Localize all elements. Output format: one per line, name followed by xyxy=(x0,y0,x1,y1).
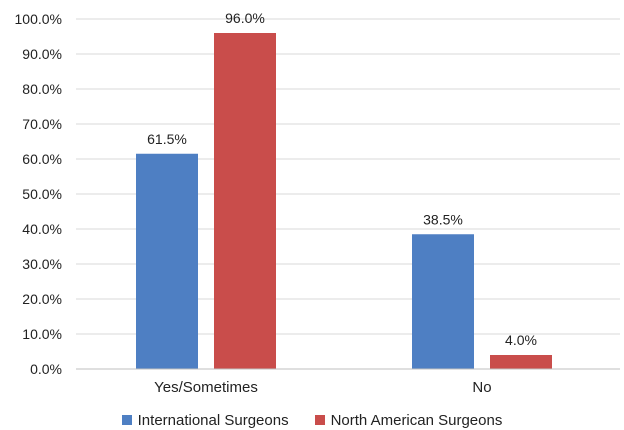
y-tick-label: 80.0% xyxy=(22,81,62,97)
y-tick-label: 60.0% xyxy=(22,151,62,167)
data-label: 96.0% xyxy=(225,10,265,26)
x-category-label: No xyxy=(472,379,491,396)
legend-label-international: International Surgeons xyxy=(137,411,289,429)
bar-north-american-yes-sometimes xyxy=(214,33,276,369)
legend: International Surgeons North American Su… xyxy=(0,411,624,429)
y-tick-label: 30.0% xyxy=(22,256,62,272)
y-tick-label: 100.0% xyxy=(15,11,62,27)
bar-north-american-no xyxy=(490,355,552,369)
legend-item-north-american: North American Surgeons xyxy=(314,411,503,429)
data-label: 38.5% xyxy=(423,211,463,227)
bars xyxy=(136,33,552,369)
bar-international-no xyxy=(412,234,474,369)
data-labels: 61.5% 96.0% 38.5% 4.0% xyxy=(147,10,537,348)
data-label: 4.0% xyxy=(505,332,537,348)
bar-chart: 0.0% 10.0% 20.0% 30.0% 40.0% 50.0% 60.0% 70.0% 8… xyxy=(15,10,620,396)
bar-international-yes-sometimes xyxy=(136,153,198,369)
y-tick-label: 10.0% xyxy=(22,326,62,342)
y-tick-label: 70.0% xyxy=(22,116,62,132)
x-category-label: Yes/Sometimes xyxy=(154,379,258,396)
y-tick-label: 90.0% xyxy=(22,46,62,62)
data-label: 61.5% xyxy=(147,131,187,147)
legend-swatch-north-american xyxy=(314,415,325,425)
y-tick-label: 0.0% xyxy=(30,361,62,377)
x-axis: Yes/Sometimes No xyxy=(76,368,620,396)
y-tick-label: 40.0% xyxy=(22,221,62,237)
legend-item-international: International Surgeons xyxy=(121,411,289,429)
y-axis: 0.0% 10.0% 20.0% 30.0% 40.0% 50.0% 60.0% 70.0% 8… xyxy=(15,11,62,377)
legend-label-north-american: North American Surgeons xyxy=(330,411,503,429)
legend-swatch-international xyxy=(121,415,132,425)
y-tick-label: 50.0% xyxy=(22,186,62,202)
y-tick-label: 20.0% xyxy=(22,291,62,307)
